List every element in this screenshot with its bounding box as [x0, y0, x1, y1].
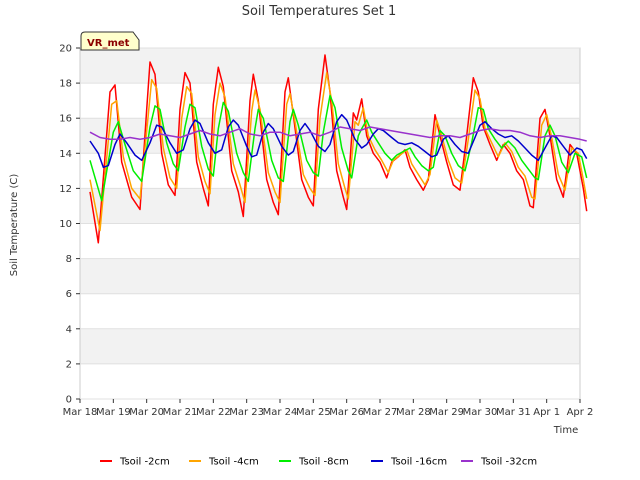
- legend-item: Tsoil -16cm: [371, 457, 447, 468]
- series-line: [89, 71, 588, 232]
- grid-lines: [80, 47, 580, 400]
- x-axis-label: Time: [553, 425, 578, 436]
- y-tick-label: 10: [59, 219, 72, 230]
- y-axis-label: Soil Temperature (C): [9, 174, 20, 277]
- x-tick-label: Mar 30: [463, 407, 498, 418]
- x-tick-label: Mar 25: [296, 407, 331, 418]
- background-band: [80, 328, 580, 364]
- x-tick-label: Mar 19: [96, 407, 131, 418]
- legend-label: Tsoil -16cm: [390, 457, 447, 468]
- y-tick-label: 2: [66, 359, 72, 370]
- plot-background-bands: [80, 48, 580, 364]
- legend-label: Tsoil -2cm: [119, 457, 170, 468]
- x-tick-label: Mar 23: [229, 407, 264, 418]
- legend-item: Tsoil -4cm: [189, 457, 259, 468]
- series-line: [89, 94, 588, 202]
- legend-label: Tsoil -32cm: [480, 457, 537, 468]
- legend-item: Tsoil -8cm: [279, 457, 349, 468]
- x-tick-label: Mar 31: [496, 407, 531, 418]
- series-line: [89, 113, 588, 169]
- legend-item: Tsoil -32cm: [461, 457, 537, 468]
- series-line: [89, 54, 588, 244]
- background-band: [80, 188, 580, 224]
- y-tick-label: 12: [59, 184, 72, 195]
- x-tick-label: Mar 29: [429, 407, 464, 418]
- legend-label: Tsoil -4cm: [208, 457, 259, 468]
- background-band: [80, 48, 580, 84]
- series-lines: [89, 54, 588, 244]
- x-tick-label: Apr 1: [533, 407, 560, 418]
- x-tick-label: Mar 22: [196, 407, 231, 418]
- x-tick-label: Mar 27: [363, 407, 398, 418]
- x-tick-label: Mar 21: [163, 407, 198, 418]
- series-line: [89, 126, 587, 142]
- y-tick-label: 16: [59, 114, 72, 125]
- y-tick-label: 14: [59, 149, 72, 160]
- x-tick-label: Mar 24: [263, 407, 298, 418]
- station-badge-label: VR_met: [87, 38, 130, 49]
- chart-title: Soil Temperatures Set 1: [242, 4, 397, 19]
- y-tick-label: 0: [66, 395, 72, 406]
- background-band: [80, 258, 580, 294]
- y-axis-ticks: 0 2 4 6 8 10 12 14 16 18 20: [59, 44, 80, 406]
- x-tick-label: Mar 20: [129, 407, 164, 418]
- y-tick-label: 8: [66, 254, 72, 265]
- x-tick-label: Mar 28: [396, 407, 431, 418]
- station-badge: VR_met: [80, 31, 140, 51]
- legend: Tsoil -2cm Tsoil -4cm Tsoil -8cm Tsoil -16c…: [100, 457, 537, 468]
- y-tick-label: 4: [66, 324, 72, 335]
- x-tick-label: Mar 26: [329, 407, 364, 418]
- x-tick-label: Apr 2: [567, 407, 594, 418]
- y-tick-label: 20: [59, 44, 72, 55]
- legend-label: Tsoil -8cm: [298, 457, 349, 468]
- x-tick-label: Mar 18: [63, 407, 98, 418]
- legend-item: Tsoil -2cm: [100, 457, 170, 468]
- y-tick-label: 18: [59, 79, 72, 90]
- y-tick-label: 6: [66, 289, 72, 300]
